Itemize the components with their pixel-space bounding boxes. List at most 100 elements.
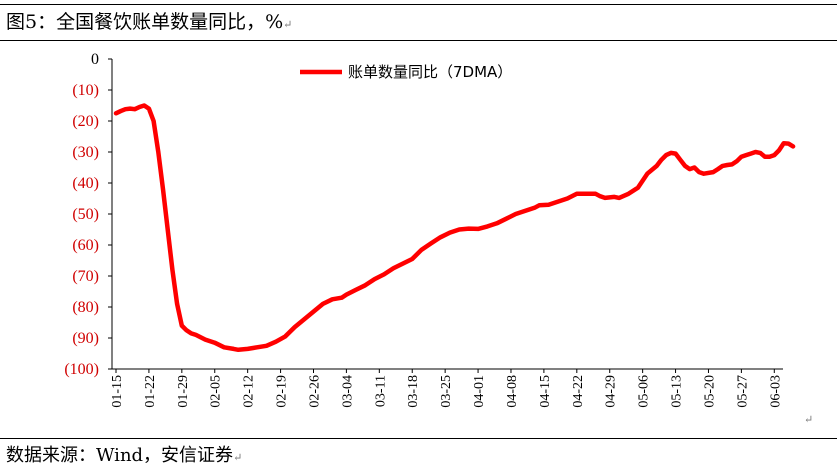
- data-point: [153, 120, 155, 122]
- series-line: [113, 103, 796, 353]
- x-tick-label: 05-27: [735, 375, 750, 408]
- data-point: [411, 258, 413, 260]
- data-point: [346, 294, 348, 296]
- data-point: [195, 334, 197, 336]
- data-point: [792, 146, 794, 148]
- data-point: [313, 311, 315, 313]
- data-point: [285, 336, 287, 338]
- title-rule: [0, 40, 837, 41]
- data-point: [670, 152, 672, 154]
- data-point: [139, 106, 141, 108]
- data-point: [430, 243, 432, 245]
- data-point: [576, 193, 578, 195]
- y-tick-label: (20): [72, 113, 99, 130]
- data-point: [125, 108, 127, 110]
- x-tick-label: 04-08: [505, 375, 520, 408]
- data-point: [134, 108, 136, 110]
- x-tick-labels: 01-15 01-22 01-29 02-05 02-12 02-19 02-26 03-04…: [110, 375, 783, 408]
- data-point: [604, 197, 606, 199]
- y-tick-label: (10): [72, 82, 99, 99]
- top-rule: [0, 4, 837, 5]
- paragraph-mark-icon: ↵: [283, 18, 293, 31]
- data-point: [618, 197, 620, 199]
- paragraph-mark-icon: ↵: [804, 413, 814, 426]
- data-point: [656, 165, 658, 167]
- data-point: [515, 213, 517, 215]
- y-tick-label: (80): [72, 299, 99, 316]
- data-point: [294, 326, 296, 328]
- x-tick-label: 05-13: [670, 375, 685, 408]
- data-point: [647, 173, 649, 175]
- x-tick-label: 02-26: [307, 375, 322, 408]
- x-tick-label: 04-01: [472, 375, 487, 408]
- data-point: [256, 347, 258, 349]
- data-point: [614, 196, 616, 198]
- data-point: [158, 151, 160, 153]
- paragraph-mark-icon: ↵: [233, 451, 243, 464]
- data-point: [755, 151, 757, 153]
- data-point: [712, 171, 714, 173]
- data-point: [680, 159, 682, 161]
- data-point: [496, 223, 498, 225]
- data-point: [557, 201, 559, 203]
- y-tick-label: (50): [72, 206, 99, 223]
- data-point: [477, 228, 479, 230]
- data-point: [788, 143, 790, 145]
- x-tick-label: 04-15: [538, 375, 553, 408]
- x-tick-label: 03-25: [439, 375, 454, 408]
- data-point: [402, 263, 404, 265]
- chart-axes: [108, 58, 783, 373]
- data-point: [524, 210, 526, 212]
- x-tick-label: 04-22: [571, 375, 586, 408]
- data-point: [759, 152, 761, 154]
- y-tick-label: (60): [72, 237, 99, 254]
- data-point: [731, 164, 733, 166]
- data-point: [637, 187, 639, 189]
- data-point: [717, 168, 719, 170]
- data-point: [487, 226, 489, 228]
- x-tick-label: 06-03: [768, 375, 783, 408]
- data-point: [741, 156, 743, 158]
- x-tick-label: 01-29: [176, 375, 191, 408]
- data-point: [341, 297, 343, 299]
- data-point: [393, 268, 395, 270]
- x-tick-label: 05-06: [637, 375, 652, 408]
- data-point: [698, 171, 700, 173]
- x-tick-label: 03-18: [406, 375, 421, 408]
- data-point: [750, 153, 752, 155]
- data-point: [783, 143, 785, 145]
- data-point: [374, 278, 376, 280]
- data-point: [548, 204, 550, 206]
- source-text: 数据来源：Wind，安信证券: [6, 445, 234, 466]
- source-rule: [0, 438, 837, 439]
- x-tick-label: 03-04: [340, 375, 355, 408]
- data-point: [190, 333, 192, 335]
- data-point: [745, 154, 747, 156]
- data-point: [703, 173, 705, 175]
- y-tick-label: (40): [72, 175, 99, 192]
- y-tick-label: (30): [72, 144, 99, 161]
- data-point: [181, 325, 183, 327]
- data-point: [364, 285, 366, 287]
- x-tick-label: 04-29: [604, 375, 619, 408]
- data-point: [322, 303, 324, 305]
- data-point: [186, 330, 188, 332]
- data-point: [538, 205, 540, 207]
- x-tick-label: 02-19: [275, 375, 290, 408]
- legend: 账单数量同比（7DMA）: [300, 63, 512, 81]
- data-point: [120, 110, 122, 112]
- x-tick-label: 02-12: [242, 375, 257, 408]
- y-tick-labels: 0 (10) (20) (30) (40) (50) (60) (70) (80) (90) (10…: [64, 51, 99, 378]
- y-tick-label: 0: [91, 51, 99, 68]
- figure-title: 图5：全国餐饮账单数量同比，%↵: [6, 10, 292, 37]
- y-tick-label: (100): [64, 361, 99, 378]
- data-point: [162, 188, 164, 190]
- data-point: [684, 165, 686, 167]
- data-point: [176, 303, 178, 305]
- data-point: [421, 249, 423, 251]
- data-point: [764, 156, 766, 158]
- x-tick-label: 03-11: [373, 375, 388, 407]
- y-tick-label: (70): [72, 268, 99, 285]
- data-point: [727, 164, 729, 166]
- data-point: [600, 196, 602, 198]
